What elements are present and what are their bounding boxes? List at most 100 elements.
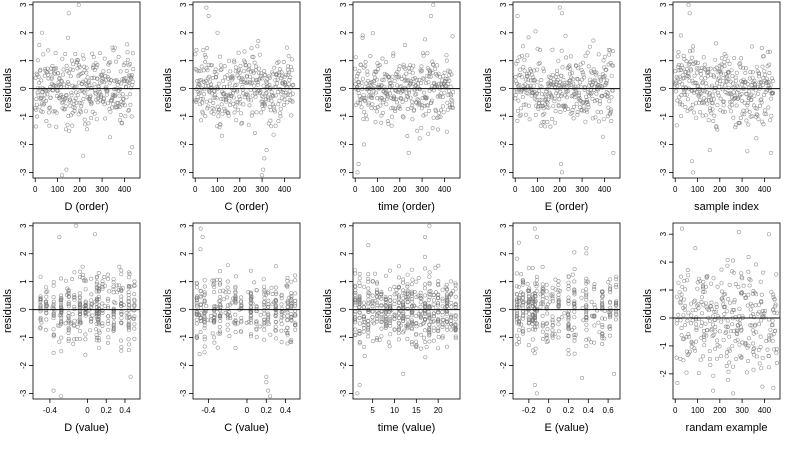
- data-point: [447, 73, 452, 78]
- x-tick-label: 0.2: [101, 406, 113, 415]
- data-point: [708, 303, 713, 308]
- data-points: [513, 5, 616, 175]
- data-point: [266, 305, 271, 310]
- data-point: [754, 262, 759, 267]
- data-point: [88, 100, 93, 105]
- data-point: [93, 90, 98, 95]
- data-point: [246, 319, 251, 324]
- data-point: [415, 97, 420, 102]
- data-point: [572, 250, 577, 255]
- data-point: [97, 87, 102, 92]
- data-point: [442, 70, 447, 75]
- y-tick-label: 3: [19, 2, 28, 7]
- data-point: [285, 100, 290, 105]
- data-point: [679, 93, 684, 98]
- data-point: [279, 322, 284, 327]
- data-point: [606, 325, 611, 330]
- data-point: [409, 267, 414, 272]
- data-point: [193, 67, 198, 72]
- data-point: [592, 78, 597, 83]
- data-point: [392, 292, 397, 297]
- plot-frame: [192, 1, 301, 179]
- data-point: [757, 309, 762, 314]
- data-point: [196, 69, 201, 74]
- data-point: [124, 310, 129, 315]
- data-point: [111, 320, 116, 325]
- data-point: [704, 84, 709, 89]
- data-point: [384, 304, 389, 309]
- data-point: [735, 332, 740, 337]
- data-point: [106, 314, 111, 319]
- data-point: [262, 284, 267, 289]
- data-point: [726, 377, 731, 382]
- data-point: [532, 78, 537, 83]
- data-point: [683, 303, 688, 308]
- data-point: [614, 299, 619, 304]
- data-point: [607, 99, 612, 104]
- data-point: [218, 281, 223, 286]
- data-point: [88, 93, 93, 98]
- data-point: [687, 11, 692, 16]
- data-point: [521, 102, 526, 107]
- x-tick-label: 100: [211, 185, 225, 194]
- data-point: [755, 106, 760, 111]
- data-point: [532, 315, 537, 320]
- data-point: [63, 51, 68, 56]
- data-point: [555, 72, 560, 77]
- data-point: [357, 331, 362, 336]
- data-point: [241, 102, 246, 107]
- data-point: [681, 358, 686, 363]
- data-point: [249, 98, 254, 103]
- data-point: [687, 78, 692, 83]
- data-point: [556, 104, 561, 109]
- x-tick-label: 400: [278, 185, 292, 194]
- data-point: [426, 80, 431, 85]
- data-point: [545, 119, 550, 124]
- y-tick-label: 1: [339, 58, 348, 63]
- data-point: [119, 321, 124, 326]
- data-point: [714, 338, 719, 343]
- data-point: [228, 69, 233, 74]
- data-point: [410, 77, 415, 82]
- data-point: [427, 339, 432, 344]
- data-point: [198, 118, 203, 123]
- data-point: [293, 308, 298, 313]
- data-point: [732, 55, 737, 60]
- data-point: [254, 288, 259, 293]
- data-point: [701, 279, 706, 284]
- data-point: [196, 312, 201, 317]
- data-point: [217, 54, 222, 59]
- data-point: [727, 92, 732, 97]
- data-point: [756, 71, 761, 76]
- data-point: [545, 311, 550, 316]
- data-point: [194, 312, 199, 317]
- data-point: [523, 82, 528, 87]
- data-point: [449, 327, 454, 332]
- data-point: [717, 84, 722, 89]
- data-point: [266, 388, 271, 393]
- data-point: [396, 264, 401, 269]
- data-point: [66, 82, 71, 87]
- y-axis-label: residuals: [2, 288, 14, 333]
- data-point: [771, 295, 776, 300]
- data-point: [379, 317, 384, 322]
- data-point: [589, 313, 594, 318]
- data-point: [578, 62, 583, 67]
- data-point: [584, 251, 589, 256]
- data-point: [586, 337, 591, 342]
- data-point: [410, 277, 415, 282]
- data-point: [293, 302, 298, 307]
- data-point: [682, 307, 687, 312]
- data-point: [230, 76, 235, 81]
- data-point: [515, 108, 520, 113]
- data-point: [66, 325, 71, 330]
- data-point: [414, 332, 419, 337]
- data-point: [596, 119, 601, 124]
- data-point: [353, 55, 358, 60]
- data-point: [66, 338, 71, 343]
- data-point: [713, 57, 718, 62]
- data-point: [129, 114, 134, 119]
- data-point: [449, 313, 454, 318]
- data-point: [291, 82, 296, 87]
